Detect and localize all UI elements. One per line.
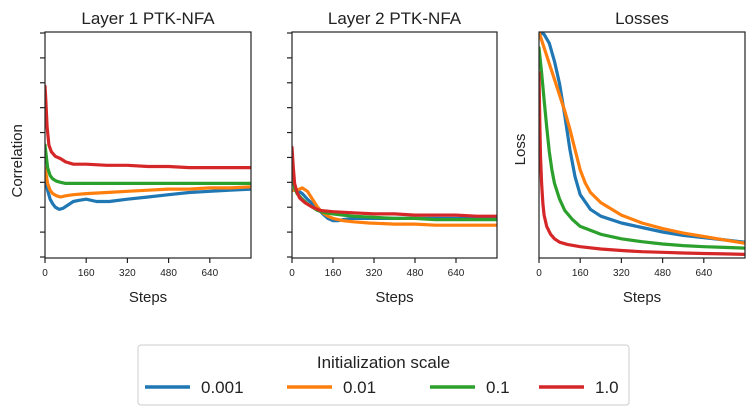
series-line-1.0 [539, 71, 745, 256]
series-lines [292, 145, 497, 227]
plot-frame [538, 31, 746, 259]
series-lines [45, 84, 251, 211]
legend-entries: 0.001 0.01 0.1 1.0 [145, 378, 619, 397]
legend-label: 1.0 [595, 378, 619, 397]
legend-entry-1.0: 1.0 [539, 378, 619, 397]
legend-title: Initialization scale [317, 353, 450, 372]
x-tick-label: 640 [201, 268, 218, 279]
chart-panel-3: 0 160 320 480 640 Losses Steps Loss [512, 9, 746, 306]
legend-entry-0.01: 0.01 [287, 378, 376, 397]
x-tick-label: 0 [42, 268, 48, 279]
x-tick-label: 480 [160, 268, 177, 279]
series-line-1.0 [45, 84, 251, 170]
series-line-0.01 [45, 166, 251, 199]
series-lines [539, 32, 745, 256]
x-axis-label: Steps [623, 289, 661, 306]
series-line-0.001 [45, 175, 251, 211]
legend-label: 0.1 [486, 378, 510, 397]
series-line-0.01 [292, 186, 497, 227]
series-line-0.1 [539, 46, 745, 250]
panel-title: Losses [615, 9, 669, 28]
legend-label: 0.001 [201, 378, 244, 397]
chart-panel-2: 0 160 320 480 640 Layer 2 PTK-NFA Steps [287, 9, 498, 306]
x-tick-label: 320 [366, 268, 383, 279]
legend: Initialization scale 0.001 0.01 0.1 1.0 [137, 344, 630, 406]
legend-frame [137, 344, 630, 406]
y-axis-label: Correlation [9, 124, 26, 197]
x-tick-label: 320 [613, 268, 630, 279]
chart-panel-1: 0 160 320 480 640 Layer 1 PTK-NFA Steps Correla… [9, 9, 252, 306]
panel-title: Layer 1 PTK-NFA [81, 9, 215, 28]
x-tick-label: 320 [119, 268, 136, 279]
plot-frame [44, 31, 252, 259]
x-tick-label: 0 [536, 268, 542, 279]
series-line-0.01 [539, 32, 745, 245]
plot-frame [291, 31, 498, 259]
panel-title: Layer 2 PTK-NFA [328, 9, 462, 28]
series-line-0.001 [539, 32, 745, 244]
x-tick-label: 480 [407, 268, 424, 279]
x-tick-label: 160 [572, 268, 589, 279]
x-tick-label: 480 [654, 268, 671, 279]
y-axis-label: Loss [512, 134, 529, 166]
series-line-0.1 [45, 143, 251, 185]
x-tick-label: 160 [78, 268, 95, 279]
legend-label: 0.01 [343, 378, 376, 397]
x-tick-label: 160 [325, 268, 342, 279]
series-line-1.0 [292, 145, 497, 218]
legend-entry-0.1: 0.1 [430, 378, 510, 397]
x-axis-label: Steps [129, 289, 167, 306]
x-tick-label: 640 [695, 268, 712, 279]
x-tick-label: 640 [448, 268, 465, 279]
chart-panels: 0 160 320 480 640 Layer 1 PTK-NFA Steps Correla… [9, 9, 746, 306]
x-tick-label: 0 [289, 268, 295, 279]
x-axis-label: Steps [375, 289, 413, 306]
legend-entry-0.001: 0.001 [145, 378, 244, 397]
